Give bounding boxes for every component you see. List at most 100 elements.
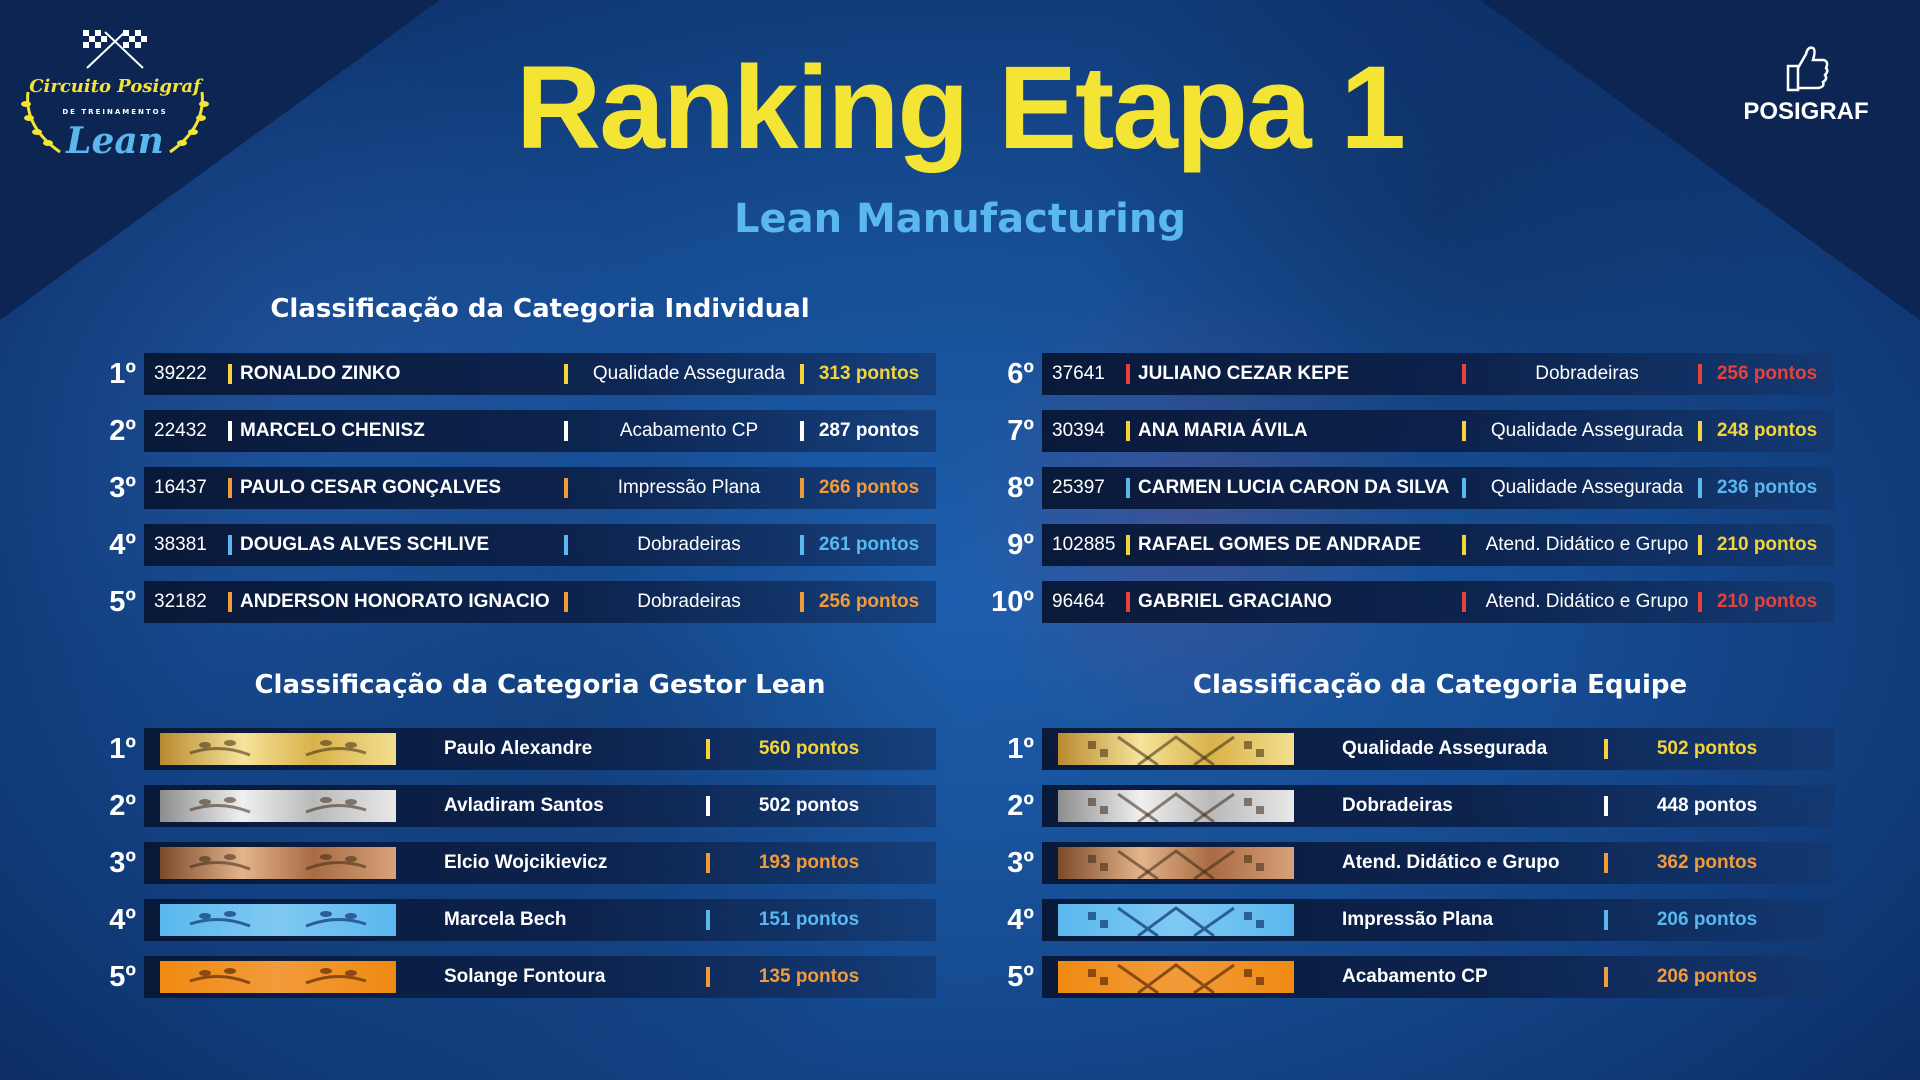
sector-name: Dobradeiras [637, 591, 741, 612]
ranking-bar: Marcela Bech 151 pontos [144, 899, 936, 941]
thumbs-up-icon [1786, 46, 1829, 92]
ranking-bar: Atend. Didático e Grupo 362 pontos [1042, 842, 1834, 884]
ranking-row-individual: 1º 39222 RONALDO ZINKO Qualidade Assegurada… [88, 353, 936, 395]
ranking-bar: 25397 CARMEN LUCIA CARON DA SILVA Qualidad… [1042, 467, 1834, 509]
employee-id: 39222 [154, 363, 207, 384]
separator [1126, 592, 1130, 612]
ranking-row-individual: 2º 22432 MARCELO CHENISZ Acabamento CP 287 p… [88, 410, 936, 452]
rank-position: 1º [1007, 733, 1034, 765]
ranking-bar: 32182 ANDERSON HONORATO IGNACIO Dobradeira… [144, 581, 936, 623]
separator [228, 478, 232, 498]
ranking-row-individual: 5º 32182 ANDERSON HONORATO IGNACIO Dobradei… [88, 581, 936, 623]
ranking-row-individual: 8º 25397 CARMEN LUCIA CARON DA SILVA Qualid… [986, 467, 1834, 509]
winner-name: Avladiram Santos [444, 795, 604, 816]
separator [800, 421, 804, 441]
points-value: 210 pontos [1716, 591, 1818, 612]
points-value: 313 pontos [818, 363, 920, 384]
laurel-medal-icon [160, 961, 396, 993]
separator [1126, 478, 1130, 498]
points-value: 248 pontos [1716, 420, 1818, 441]
employee-id: 37641 [1052, 363, 1105, 384]
checkered-medal-icon [1058, 790, 1294, 822]
sector-name: Impressão Plana [617, 477, 761, 498]
separator [564, 364, 568, 384]
rank-position: 1º [109, 358, 136, 390]
employee-id: 16437 [154, 477, 207, 498]
ranking-row-equipe: 3º Atend. Didático e Grupo 362 pontos [986, 842, 1834, 884]
winner-name: Acabamento CP [1342, 966, 1488, 987]
sector-name: Qualidade Assegurada [1490, 477, 1684, 498]
rank-position: 7º [1007, 415, 1034, 447]
employee-id: 22432 [154, 420, 207, 441]
ranking-row-individual: 3º 16437 PAULO CESAR GONÇALVES Impressão Pl… [88, 467, 936, 509]
participant-name: DOUGLAS ALVES SCHLIVE [240, 534, 490, 555]
points-value: 560 pontos [758, 738, 860, 759]
separator [706, 796, 710, 816]
separator [706, 910, 710, 930]
ranking-bar: Dobradeiras 448 pontos [1042, 785, 1834, 827]
rank-position: 3º [109, 472, 136, 504]
separator [1698, 364, 1702, 384]
ranking-bar: Qualidade Assegurada 502 pontos [1042, 728, 1834, 770]
participant-name: JULIANO CEZAR KEPE [1138, 363, 1350, 384]
ranking-bar: 102885 RAFAEL GOMES DE ANDRADE Atend. Didá… [1042, 524, 1834, 566]
employee-id: 102885 [1052, 534, 1116, 555]
winner-name: Impressão Plana [1342, 909, 1494, 930]
laurel-wreath-icon [21, 91, 209, 154]
separator [1698, 421, 1702, 441]
participant-name: ANA MARIA ÁVILA [1138, 420, 1308, 441]
participant-name: CARMEN LUCIA CARON DA SILVA [1138, 477, 1450, 498]
separator [1126, 535, 1130, 555]
points-value: 210 pontos [1716, 534, 1818, 555]
circuito-logo: Circuito Posigraf DE TREINAMENTOS Lean [20, 20, 210, 170]
logo-line-3: Lean [66, 120, 164, 162]
separator [1604, 853, 1608, 873]
points-value: 502 pontos [1656, 738, 1758, 759]
employee-id: 32182 [154, 591, 207, 612]
sector-name: Atend. Didático e Grupo [1485, 591, 1689, 612]
checkered-medal-icon [1058, 733, 1294, 765]
points-value: 206 pontos [1656, 966, 1758, 987]
sector-name: Qualidade Assegurada [1490, 420, 1684, 441]
rank-position: 4º [109, 529, 136, 561]
ranking-bar: Acabamento CP 206 pontos [1042, 956, 1834, 998]
checkered-flags-icon [83, 30, 147, 69]
sector-name: Dobradeiras [637, 534, 741, 555]
ranking-row-gestor: 5º Solange Fontoura 135 pontos [88, 956, 936, 998]
sector-name: Qualidade Assegurada [592, 363, 786, 384]
separator [1462, 478, 1466, 498]
winner-name: Paulo Alexandre [444, 738, 593, 759]
participant-name: RAFAEL GOMES DE ANDRADE [1138, 534, 1421, 555]
separator [228, 592, 232, 612]
laurel-medal-icon [160, 733, 396, 765]
logo-line-2: DE TREINAMENTOS [62, 108, 168, 116]
separator [706, 967, 710, 987]
separator [800, 364, 804, 384]
points-value: 206 pontos [1656, 909, 1758, 930]
separator [1698, 592, 1702, 612]
separator [1126, 421, 1130, 441]
rank-position: 10º [991, 586, 1034, 618]
separator [1462, 592, 1466, 612]
ranking-bar: Avladiram Santos 502 pontos [144, 785, 936, 827]
points-value: 261 pontos [818, 534, 920, 555]
participant-name: RONALDO ZINKO [240, 363, 401, 384]
separator [800, 592, 804, 612]
ranking-bar: 39222 RONALDO ZINKO Qualidade Assegurada 31… [144, 353, 936, 395]
ranking-row-gestor: 4º Marcela Bech 151 pontos [88, 899, 936, 941]
sector-name: Dobradeiras [1535, 363, 1639, 384]
employee-id: 38381 [154, 534, 207, 555]
rank-position: 2º [109, 415, 136, 447]
ranking-row-equipe: 5º Acabamento CP 206 pontos [986, 956, 1834, 998]
winner-name: Solange Fontoura [444, 966, 606, 987]
page-subtitle: Lean Manufacturing [733, 196, 1186, 242]
winner-name: Atend. Didático e Grupo [1342, 852, 1560, 873]
rank-position: 6º [1007, 358, 1034, 390]
ranking-row-individual: 7º 30394 ANA MARIA ÁVILA Qualidade Assegura… [986, 410, 1834, 452]
ranking-row-gestor: 1º Paulo Alexandre 560 pontos [88, 728, 936, 770]
ranking-bar: 37641 JULIANO CEZAR KEPE Dobradeiras 256 po… [1042, 353, 1834, 395]
ranking-row-gestor: 2º Avladiram Santos 502 pontos [88, 785, 936, 827]
ranking-row-individual: 9º 102885 RAFAEL GOMES DE ANDRADE Atend. Di… [986, 524, 1834, 566]
winner-name: Qualidade Assegurada [1342, 738, 1548, 759]
ranking-row-equipe: 2º Dobradeiras 448 pontos [986, 785, 1834, 827]
